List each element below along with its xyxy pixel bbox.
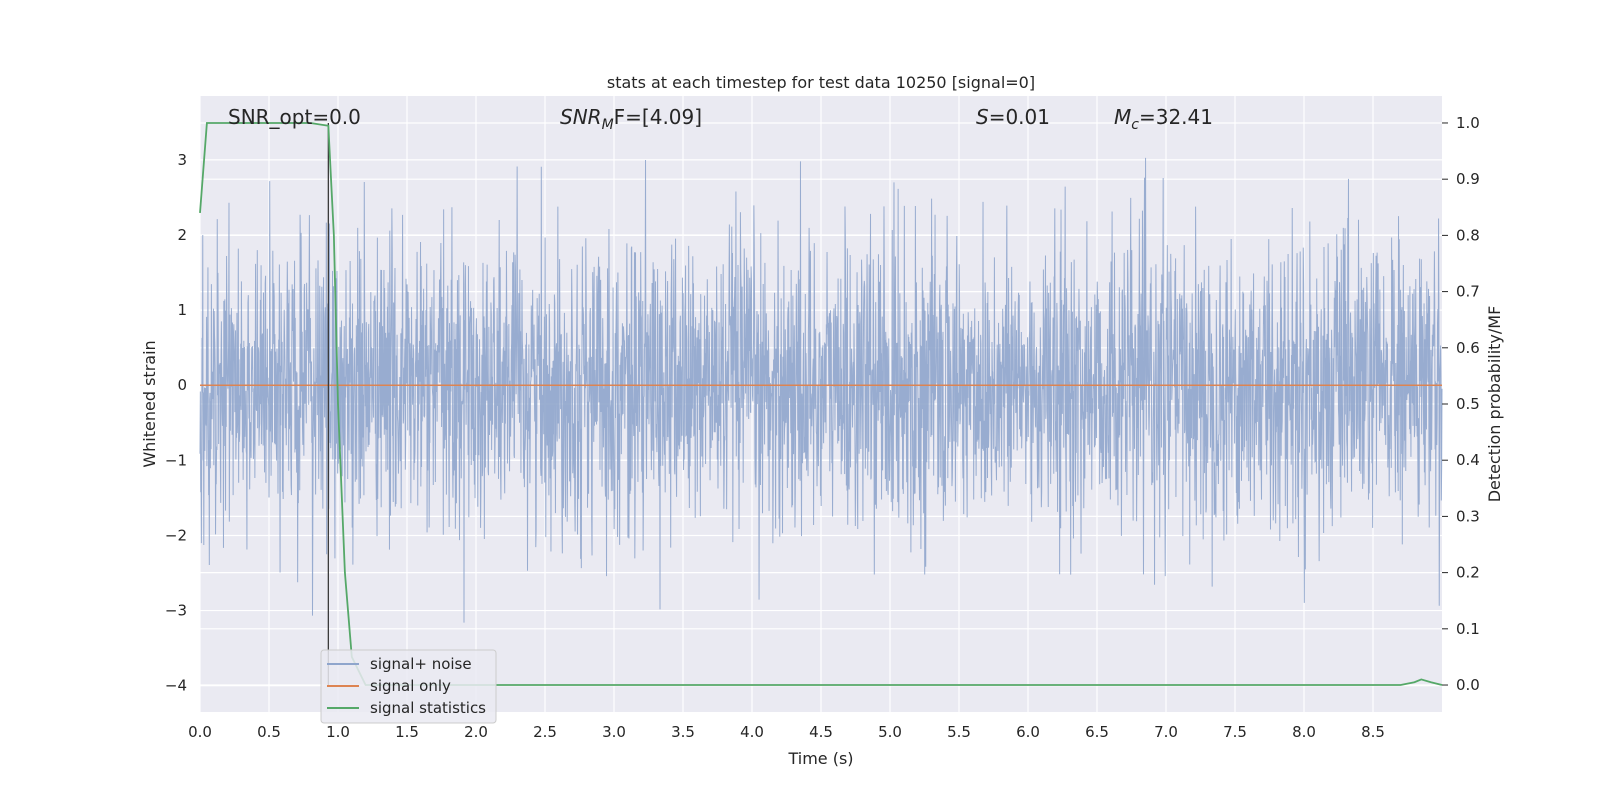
y-tick-label: −4 xyxy=(165,677,187,695)
y2-tick-label: 0.3 xyxy=(1456,507,1480,525)
y2-tick-label: 0.6 xyxy=(1456,339,1480,357)
mc-sub: c xyxy=(1131,117,1139,133)
x-tick-label: 0.5 xyxy=(257,723,281,741)
y-tick-label: 0 xyxy=(177,376,187,394)
y-tick-label: 1 xyxy=(177,301,187,319)
y-tick-label: 2 xyxy=(177,226,187,244)
x-tick-label: 2.0 xyxy=(464,723,488,741)
y2-tick-label: 0.1 xyxy=(1456,620,1480,638)
y-tick-label: −2 xyxy=(165,526,187,544)
x-tick-label: 0.0 xyxy=(188,723,212,741)
y2-tick-label: 1.0 xyxy=(1456,114,1480,132)
x-tick-label: 4.5 xyxy=(809,723,833,741)
x-tick-label: 6.5 xyxy=(1085,723,1109,741)
annotation-snr-mf: SNRMF=[4.09] xyxy=(560,105,702,133)
y2-tick-label: 0.5 xyxy=(1456,395,1480,413)
y2-tick-label: 0.4 xyxy=(1456,451,1480,469)
x-tick-label: 8.0 xyxy=(1292,723,1316,741)
noise-trace xyxy=(199,157,1443,623)
x-tick-label: 8.5 xyxy=(1361,723,1385,741)
series-signal-noise xyxy=(199,157,1443,623)
x-tick-label: 5.0 xyxy=(878,723,902,741)
x-tick-label: 7.0 xyxy=(1154,723,1178,741)
x-axis-label: Time (s) xyxy=(787,749,853,768)
mc-main: M xyxy=(1114,105,1131,129)
s-rest: =0.01 xyxy=(989,105,1050,129)
x-tick-label: 6.0 xyxy=(1016,723,1040,741)
mc-rest: =32.41 xyxy=(1139,105,1213,129)
y2-tick-label: 0.0 xyxy=(1456,676,1480,694)
y-tick-label: 3 xyxy=(177,151,187,169)
y-tick-label: −1 xyxy=(165,451,187,469)
legend-label-noise: signal+ noise xyxy=(370,655,472,673)
x-tick-label: 5.5 xyxy=(947,723,971,741)
y2-tick-labels: 0.0 0.1 0.2 0.3 0.4 0.5 0.6 0.7 0.8 0.9 1.0 xyxy=(1442,114,1480,694)
y-axis-label: Whitened strain xyxy=(140,340,159,467)
y2-tick-label: 0.7 xyxy=(1456,283,1480,301)
snr-mf-sub: M xyxy=(602,117,614,133)
x-tick-label: 3.0 xyxy=(602,723,626,741)
snr-mf-main: SNR xyxy=(560,105,602,129)
y2-tick-label: 0.9 xyxy=(1456,170,1480,188)
snr-mf-rest: F=[4.09] xyxy=(614,105,702,129)
legend: signal+ noise signal only signal statist… xyxy=(320,649,497,724)
legend-label-stats: signal statistics xyxy=(370,699,486,717)
s-main: S xyxy=(976,105,989,129)
x-tick-label: 4.0 xyxy=(740,723,764,741)
annotation-s: S=0.01 xyxy=(976,105,1050,129)
y-tick-labels: −4 −3 −2 −1 0 1 2 3 xyxy=(165,151,187,695)
y-tick-label: −3 xyxy=(165,602,187,620)
x-tick-label: 7.5 xyxy=(1223,723,1247,741)
chart-title: stats at each timestep for test data 102… xyxy=(607,73,1035,92)
x-tick-label: 2.5 xyxy=(533,723,557,741)
annotation-mc: Mc=32.41 xyxy=(1114,105,1213,133)
legend-label-signal: signal only xyxy=(370,677,451,695)
x-tick-label: 1.5 xyxy=(395,723,419,741)
x-tick-label: 3.5 xyxy=(671,723,695,741)
y2-tick-label: 0.2 xyxy=(1456,564,1480,582)
x-tick-labels: 0.0 0.5 1.0 1.5 2.0 2.5 3.0 3.5 4.0 4.5 5.0 5.5 6.0 6… xyxy=(188,723,1385,741)
y2-axis-label: Detection probability/MF xyxy=(1485,306,1504,503)
x-tick-label: 1.0 xyxy=(326,723,350,741)
y2-tick-label: 0.8 xyxy=(1456,226,1480,244)
annotation-snr-opt: SNR_opt=0.0 xyxy=(228,105,361,129)
legend-box xyxy=(320,649,497,724)
